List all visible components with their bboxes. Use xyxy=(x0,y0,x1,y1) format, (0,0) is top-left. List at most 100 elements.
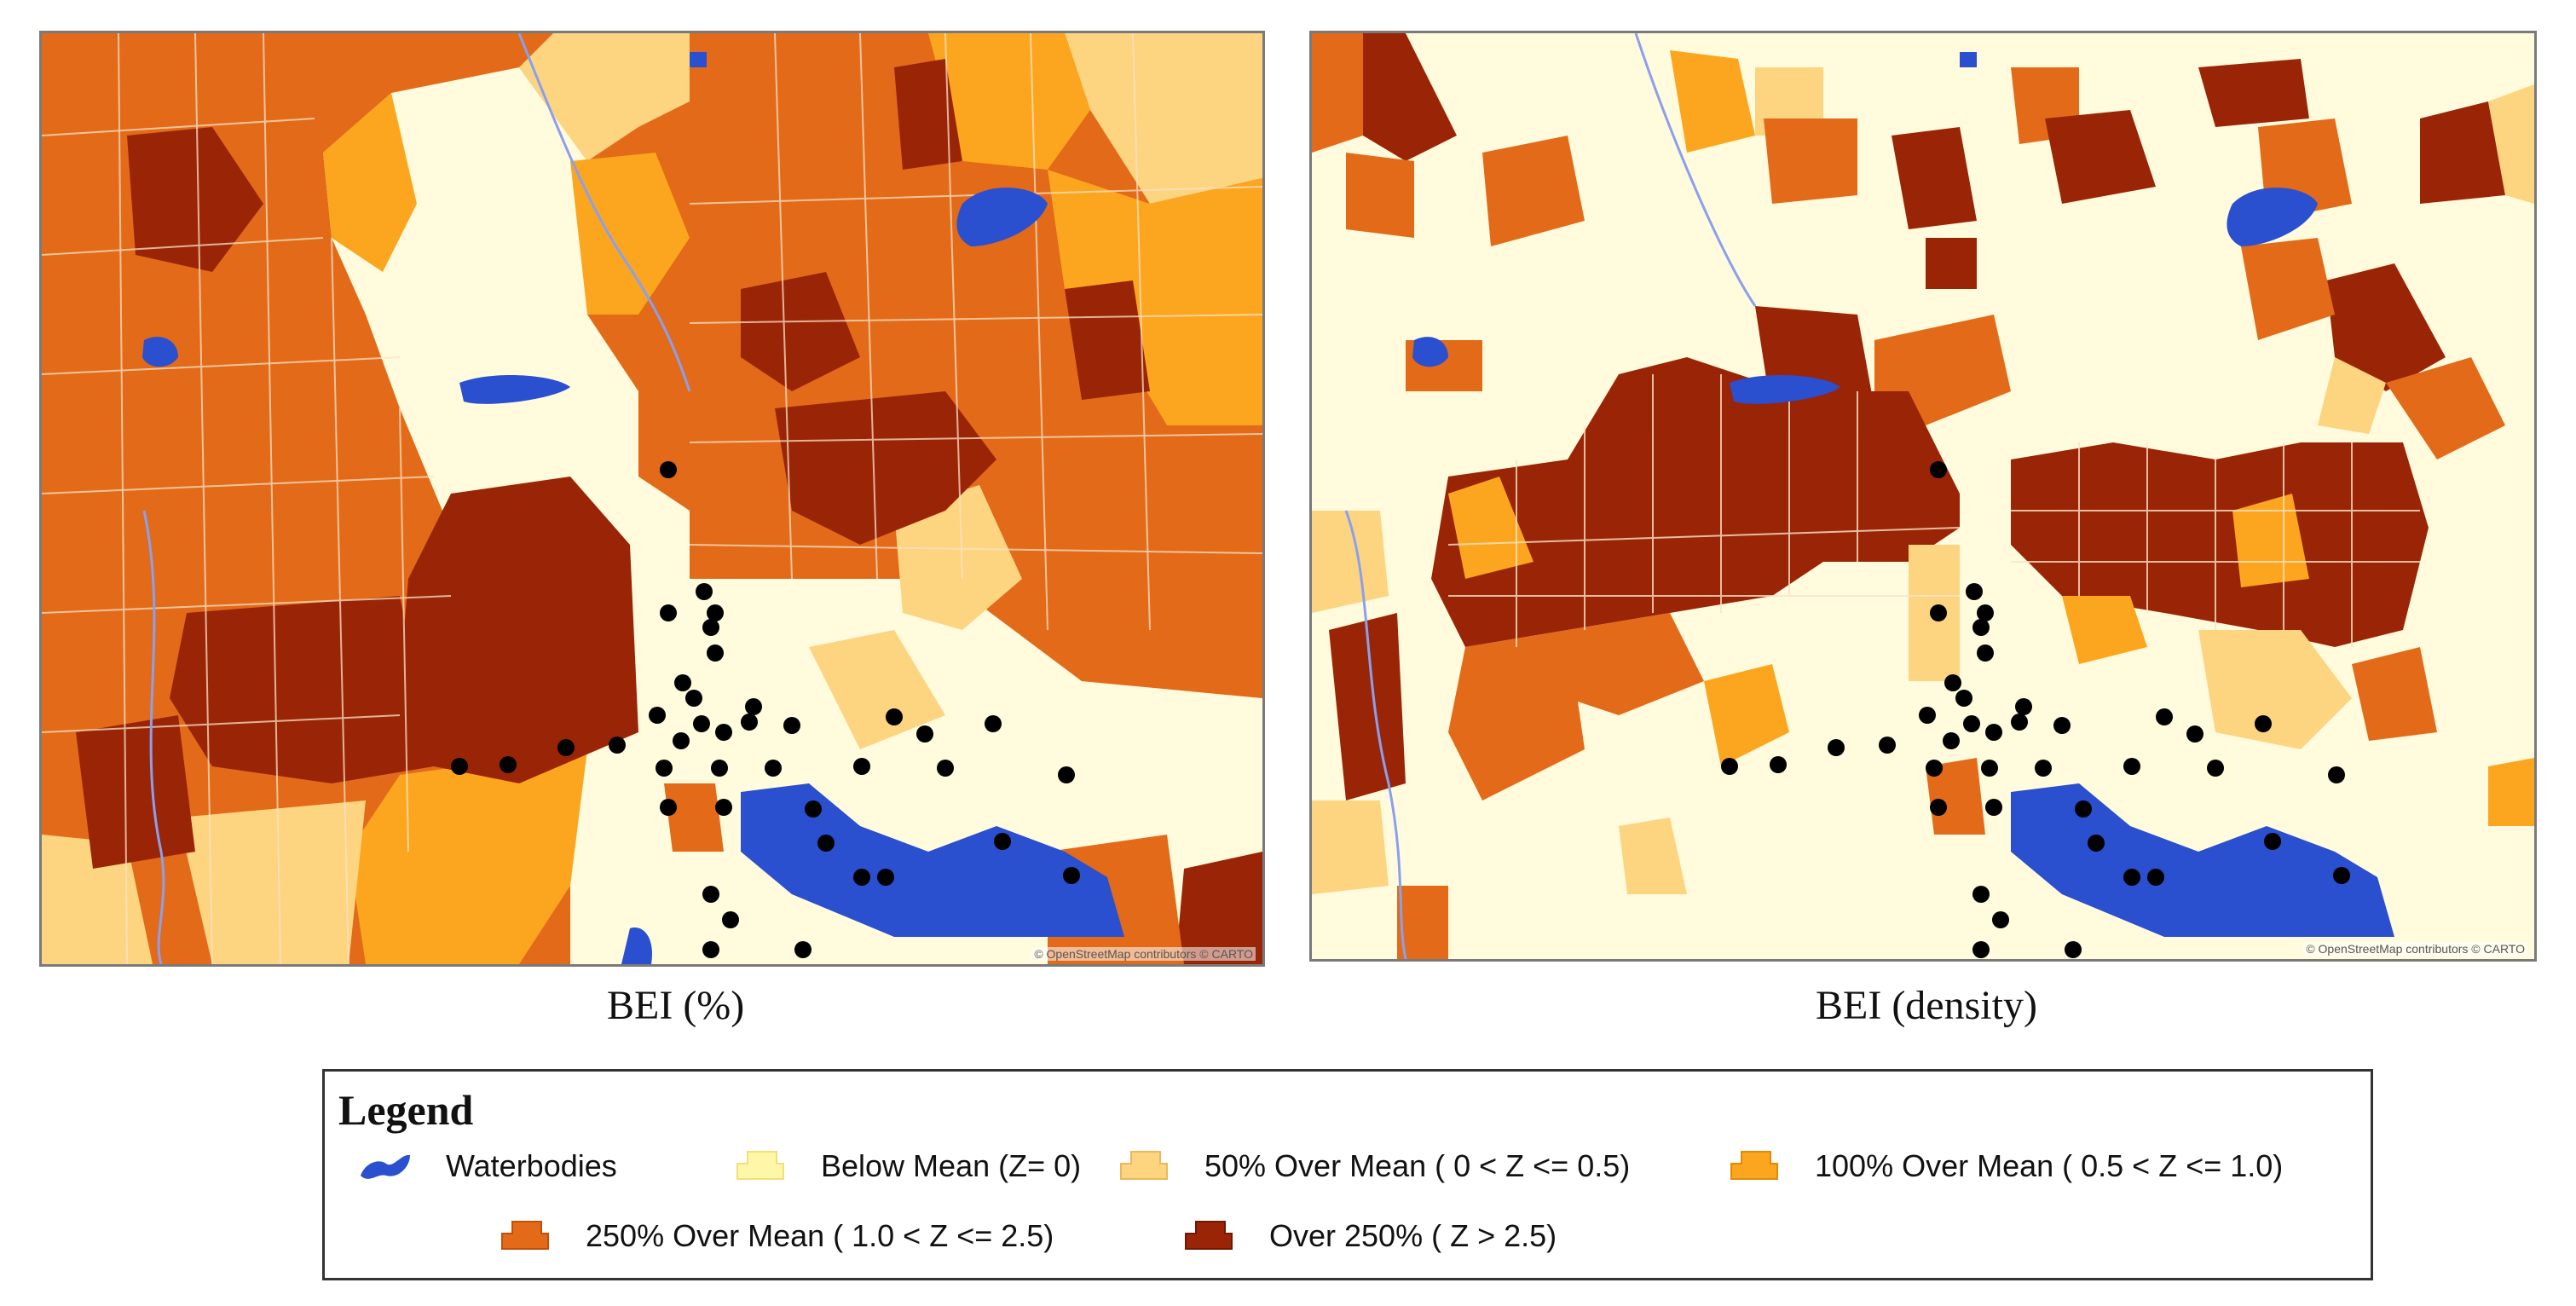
point-marker xyxy=(1985,724,2002,741)
tract-250-over xyxy=(664,783,724,852)
waterbody xyxy=(459,374,570,404)
tract-boundaries xyxy=(1447,374,2420,647)
point-marker xyxy=(2065,941,2082,958)
tract-over-250 xyxy=(2326,263,2446,391)
water-icon xyxy=(361,1154,410,1179)
point-marker xyxy=(2328,766,2345,783)
tract-over-250 xyxy=(1892,127,1977,229)
point-marker xyxy=(674,674,691,691)
point-marker xyxy=(817,835,835,852)
river xyxy=(1344,510,1407,959)
harbor xyxy=(2011,783,2394,937)
waterbody xyxy=(2227,188,2318,246)
map-caption-left: BEI (%) xyxy=(607,983,745,1028)
tract-50-over xyxy=(2198,630,2352,749)
point-marker xyxy=(745,698,762,715)
legend-item-50-over: 50% Over Mean ( 0 < Z <= 0.5) xyxy=(1112,1145,1630,1188)
point-marker xyxy=(2123,758,2140,775)
polygon-icon xyxy=(736,1151,784,1180)
tract-over-250 xyxy=(894,59,962,170)
points-of-interest xyxy=(451,461,1080,958)
point-marker xyxy=(702,941,719,958)
point-marker xyxy=(500,756,517,773)
point-marker xyxy=(1972,941,1990,958)
point-marker xyxy=(2088,835,2105,852)
harbor xyxy=(741,783,1124,937)
tract-250-over xyxy=(1397,886,1448,959)
point-marker xyxy=(2156,708,2173,725)
tract-250-over xyxy=(1448,630,1585,800)
legend-label: Waterbodies xyxy=(446,1148,617,1183)
river xyxy=(142,510,165,964)
point-marker xyxy=(877,869,894,886)
point-marker xyxy=(916,725,933,743)
legend-item-250-over: 250% Over Mean ( 1.0 < Z <= 2.5) xyxy=(494,1215,1054,1257)
waterbody xyxy=(621,927,652,964)
point-marker xyxy=(794,941,811,958)
map-bei-density-canvas xyxy=(1312,33,2534,959)
point-marker xyxy=(649,707,666,724)
point-marker xyxy=(702,619,719,636)
map-bei-percent: © OpenStreetMap contributors © CARTO xyxy=(39,31,1265,967)
point-marker xyxy=(2035,760,2052,777)
tract-over-250 xyxy=(2198,59,2309,127)
point-marker xyxy=(685,690,702,707)
point-marker xyxy=(1963,715,1980,732)
tract-100-over xyxy=(570,153,690,315)
point-marker xyxy=(741,714,758,731)
tract-over-250 xyxy=(2045,110,2156,204)
legend-label: 50% Over Mean ( 0 < Z <= 0.5) xyxy=(1204,1148,1631,1183)
point-marker xyxy=(715,799,732,816)
point-marker xyxy=(2075,800,2092,818)
point-marker xyxy=(2207,760,2224,777)
legend-title: Legend xyxy=(338,1086,474,1134)
tract-50-over xyxy=(2318,357,2386,434)
waterbody xyxy=(1412,337,1448,367)
tract-over-250 xyxy=(741,272,860,391)
tract-250-over xyxy=(2386,357,2505,459)
point-marker xyxy=(702,886,719,903)
point-marker xyxy=(805,800,822,818)
point-marker xyxy=(1828,739,1845,756)
point-marker xyxy=(660,799,677,816)
tract-50-over xyxy=(2488,84,2534,204)
tract-100-over xyxy=(349,749,587,964)
legend-label: Over 250% ( Z > 2.5) xyxy=(1269,1218,1557,1253)
map-attribution: © OpenStreetMap contributors © CARTO xyxy=(2303,942,2527,956)
point-marker xyxy=(886,708,903,725)
tract-over-250 xyxy=(1431,357,1960,647)
river xyxy=(1634,33,1757,307)
tract-100-over xyxy=(1448,477,1533,579)
point-marker xyxy=(853,758,870,775)
tract-over-250 xyxy=(76,715,195,869)
tract-100-over xyxy=(2232,494,2309,587)
point-marker xyxy=(1972,619,1990,636)
point-marker xyxy=(2255,715,2272,732)
tract-250-over xyxy=(1482,136,1585,246)
point-marker xyxy=(1919,707,1936,724)
tract-50-over xyxy=(1065,33,1262,204)
points-of-interest xyxy=(1721,461,2350,958)
tract-250-over xyxy=(1346,153,1414,238)
tract-250-over xyxy=(1116,340,1262,647)
point-marker xyxy=(673,732,690,749)
tract-over-250 xyxy=(170,596,434,783)
point-marker xyxy=(1930,799,1947,816)
tract-100-over xyxy=(323,93,417,272)
tract-250-over xyxy=(1764,118,1857,204)
point-marker xyxy=(2053,717,2071,734)
waterbody xyxy=(1960,52,1977,67)
tract-100-over xyxy=(2062,596,2147,664)
point-marker xyxy=(707,644,724,662)
legend-item-100-over: 100% Over Mean ( 0.5 < Z <= 1.0) xyxy=(1723,1145,2283,1188)
legend-label: 100% Over Mean ( 0.5 < Z <= 1.0) xyxy=(1815,1148,2284,1183)
point-marker xyxy=(853,869,870,886)
point-marker xyxy=(451,758,468,775)
point-marker xyxy=(660,604,677,621)
map-bei-density: © OpenStreetMap contributors © CARTO xyxy=(1309,31,2537,962)
point-marker xyxy=(696,583,713,600)
point-marker xyxy=(2123,869,2140,886)
tract-50-over xyxy=(178,800,366,964)
point-marker xyxy=(1063,867,1080,884)
point-marker xyxy=(557,739,575,756)
